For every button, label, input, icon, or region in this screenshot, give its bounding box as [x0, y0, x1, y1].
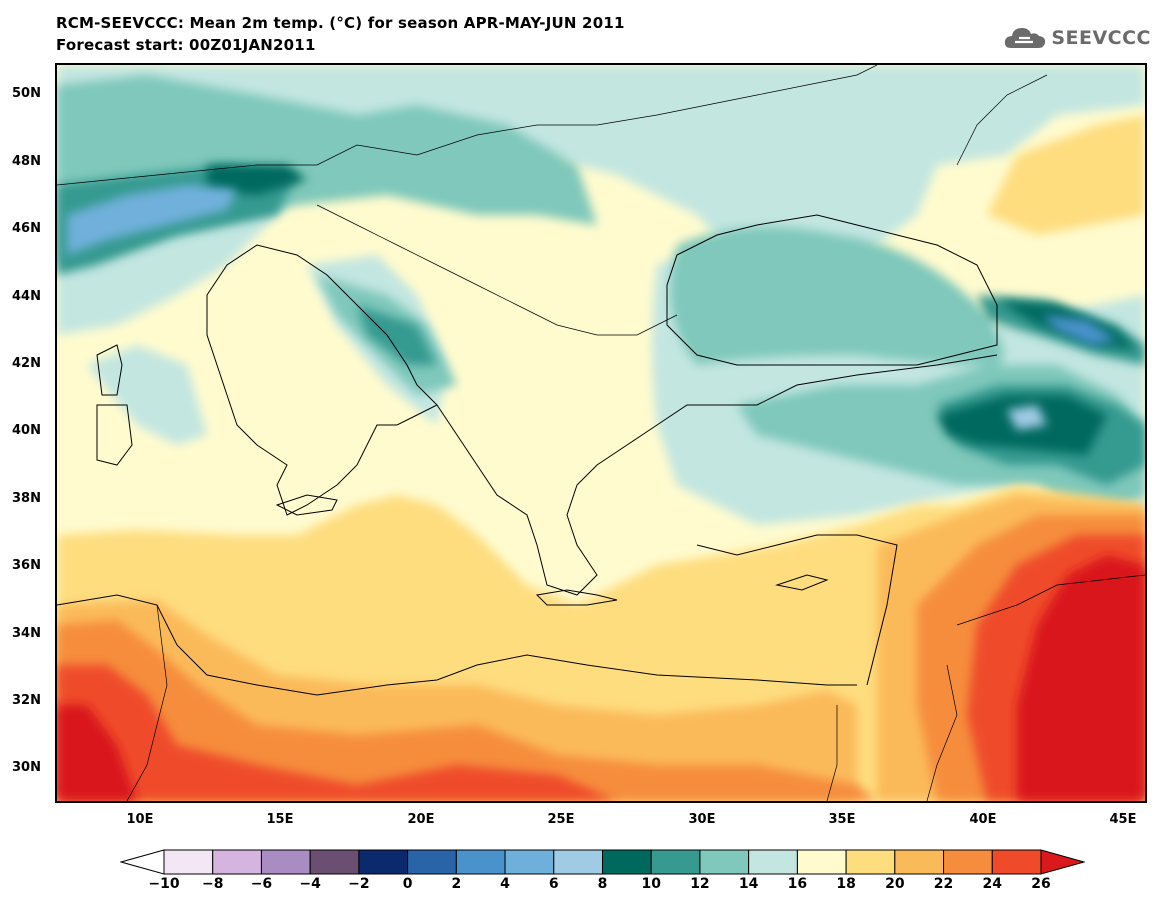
border-north — [57, 65, 878, 186]
lon-label: 40E — [969, 812, 997, 827]
colorbar-swatch — [650, 849, 701, 875]
colorbar-tick-label: −8 — [201, 876, 224, 892]
sardinia — [96, 404, 133, 466]
band-22-24-africa — [57, 620, 877, 801]
colorbar-tick-label: 20 — [885, 876, 905, 892]
italy-coast — [206, 244, 438, 516]
colorbar-swatch — [699, 849, 750, 875]
colorbar-tick-label: 12 — [690, 876, 710, 892]
band-4-6-caucasus — [1042, 315, 1117, 345]
colorbar-swatch — [407, 849, 457, 875]
lon-label: 15E — [266, 812, 294, 827]
band-over-26-west — [57, 705, 137, 801]
lon-label: 25E — [547, 812, 575, 827]
border-levant — [926, 664, 958, 801]
colorbar-tick-label: −10 — [148, 876, 180, 892]
lon-label: 35E — [828, 812, 856, 827]
colorbar-tick-label: −4 — [299, 876, 321, 892]
colorbar-tick-label: −6 — [250, 876, 273, 892]
band-12-14-black-sea — [670, 227, 1004, 365]
sicily — [275, 494, 338, 516]
border-egypt-libya — [826, 705, 838, 801]
band-8-10-alps — [207, 165, 307, 195]
coastlines — [57, 214, 998, 696]
border-ukraine — [956, 74, 1048, 166]
africa-coast — [57, 594, 857, 696]
lat-label: 36N — [12, 558, 41, 573]
map-canvas — [57, 65, 1145, 801]
colorbar-swatch — [163, 849, 214, 875]
colorbar-swatch — [553, 849, 603, 875]
seevccc-logo: SEEVCCC — [1003, 22, 1151, 54]
colorbar-tick-label: 8 — [597, 876, 608, 892]
cloud-logo-icon — [1005, 28, 1046, 48]
colorbar-swatch — [602, 849, 652, 875]
band-6-8-east — [1007, 405, 1047, 430]
colorbar-tick-label: −2 — [348, 876, 370, 892]
colorbar-tick-label: 2 — [451, 876, 462, 892]
balkan-coast — [436, 354, 998, 596]
border-danube — [316, 204, 678, 336]
border-iraq — [956, 574, 1145, 626]
colorbar-swatch — [260, 849, 311, 875]
colorbar-swatch — [796, 849, 847, 875]
colorbar-tick-label: 16 — [787, 876, 808, 892]
map-title: RCM-SEEVCCC: Mean 2m temp. (°C) for seas… — [56, 14, 625, 32]
colorbar-swatch — [894, 849, 945, 875]
band-10-12-balkan — [357, 305, 437, 365]
colorbar-swatch — [504, 849, 555, 875]
colorbar-under-arrow — [120, 849, 165, 875]
colorbar-swatch — [943, 849, 993, 875]
crete — [535, 589, 618, 606]
anatolia-south-coast — [696, 534, 898, 686]
band-18-20-northeast — [987, 115, 1145, 235]
border-tunisia-libya — [126, 604, 168, 801]
colorbar-swatch — [748, 849, 798, 875]
band-4-6-alps — [67, 185, 237, 255]
colorbar-swatch — [358, 849, 409, 875]
lon-label: 10E — [126, 812, 154, 827]
temperature-map — [55, 63, 1147, 803]
band-14-16-corsica — [87, 345, 207, 445]
colorbar-tick-label: 0 — [402, 876, 413, 892]
colorbar-swatch — [212, 849, 262, 875]
lat-label: 38N — [12, 491, 41, 506]
temperature-colorbar — [120, 849, 1085, 875]
colorbar-tick-label: 6 — [548, 876, 559, 892]
lat-label: 50N — [12, 86, 41, 101]
borders — [57, 65, 1145, 801]
colorbar-tick-label: 4 — [500, 876, 510, 892]
lon-label: 20E — [407, 812, 435, 827]
colorbar-tick-label: 10 — [641, 876, 661, 892]
lat-label: 48N — [12, 154, 41, 169]
band-24-26-africa — [57, 665, 617, 801]
logo-text: SEEVCCC — [1051, 27, 1151, 49]
colorbar-tick-label: 26 — [1031, 876, 1051, 892]
lat-label: 40N — [12, 423, 41, 438]
colorbar-over-arrow — [1040, 849, 1085, 875]
colorbar-tick-label: 18 — [836, 876, 856, 892]
colorbar-swatch — [455, 849, 506, 875]
colorbar-swatch — [845, 849, 896, 875]
black-sea-coast — [666, 214, 998, 366]
lat-label: 42N — [12, 356, 41, 371]
lat-label: 46N — [12, 221, 41, 236]
forecast-start: Forecast start: 00Z01JAN2011 — [56, 36, 316, 54]
band-over-26 — [1017, 555, 1145, 801]
colorbar-tick-label: 22 — [933, 876, 954, 892]
colorbar-swatch — [309, 849, 360, 875]
lon-label: 30E — [688, 812, 716, 827]
lon-label: 45E — [1109, 812, 1137, 827]
colorbar-tick-label: 14 — [738, 876, 759, 892]
cyprus — [775, 574, 829, 591]
colorbar-swatch — [991, 849, 1042, 875]
lat-label: 30N — [12, 760, 41, 775]
corsica — [96, 344, 123, 396]
lat-label: 44N — [12, 289, 41, 304]
colorbar-tick-label: 24 — [982, 876, 1003, 892]
lat-label: 32N — [12, 693, 41, 708]
lat-label: 34N — [12, 626, 41, 641]
